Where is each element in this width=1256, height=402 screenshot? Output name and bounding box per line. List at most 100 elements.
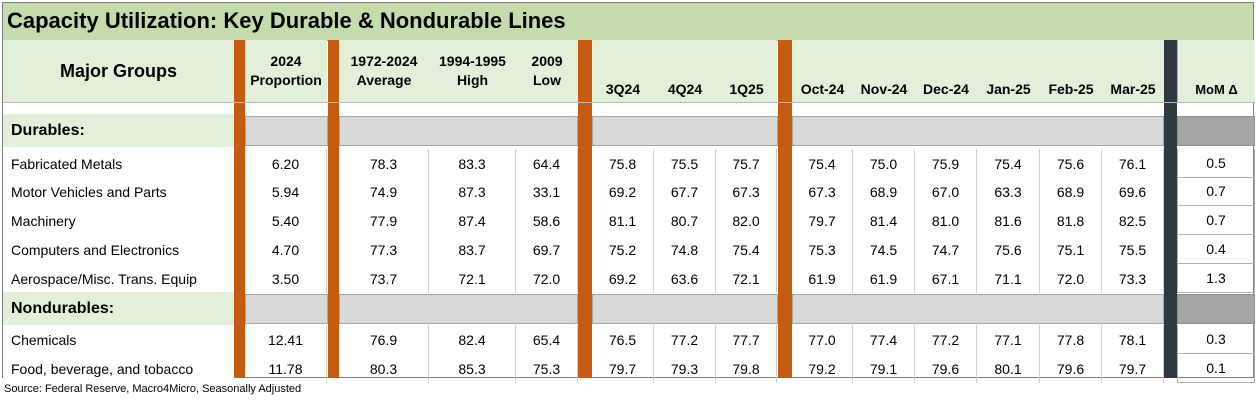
header-col-6: 1Q25 (716, 40, 777, 102)
table-cell: 79.6 (915, 354, 977, 383)
header-col-3: 2009 Low (516, 40, 578, 102)
table-cell: 75.4 (792, 149, 853, 178)
table-cell: 76.5 (592, 325, 654, 354)
table-cell: 72.0 (516, 264, 578, 293)
table-cell: 81.0 (915, 206, 977, 235)
section-band-mom-1 (1177, 294, 1255, 324)
table-cell: 77.2 (915, 325, 977, 354)
table-cell: 71.1 (977, 264, 1040, 293)
table-cell: 69.2 (592, 264, 654, 293)
table-cell: 72.1 (429, 264, 516, 293)
capacity-utilization-table: Capacity Utilization: Key Durable & Nond… (2, 2, 1255, 383)
source-note: Source: Federal Reserve, Macro4Micro, Se… (4, 383, 302, 395)
table-cell: 61.9 (853, 264, 915, 293)
table-cell: 76.1 (1102, 149, 1164, 178)
table-cell: 81.1 (592, 206, 654, 235)
column-separator-1 (328, 40, 339, 378)
table-cell: 74.9 (339, 177, 429, 206)
table-cell: 80.1 (977, 354, 1040, 383)
table-cell: 69.7 (516, 235, 578, 264)
table-cell: 77.3 (339, 235, 429, 264)
table-cell: 75.4 (716, 235, 777, 264)
table-cell: 0.7 (1177, 206, 1255, 235)
table-cell: 87.3 (429, 177, 516, 206)
table-cell: 61.9 (792, 264, 853, 293)
header-col-10: Jan-25 (977, 40, 1040, 102)
header-col-11: Feb-25 (1040, 40, 1102, 102)
section-band-1-1 (339, 294, 578, 324)
section-band-1-0 (245, 294, 328, 324)
section-label-durables: Durables: (3, 114, 234, 147)
table-cell: 75.8 (592, 149, 654, 178)
table-cell: 79.2 (792, 354, 853, 383)
table-cell: 74.7 (915, 235, 977, 264)
table-cell: 65.4 (516, 325, 578, 354)
header-col-0-line2: Proportion (250, 72, 322, 88)
table-cell: 67.3 (792, 177, 853, 206)
header-col-2: 1994-1995 High (429, 40, 516, 102)
header-col-4: 3Q24 (592, 40, 654, 102)
table-cell: 80.3 (339, 354, 429, 383)
table-cell: 75.2 (592, 235, 654, 264)
section-band-1-2 (592, 294, 778, 324)
row-label: Machinery (3, 206, 234, 235)
table-cell: 1.3 (1177, 264, 1255, 293)
table-cell: 74.8 (654, 235, 716, 264)
section-band-mom-0 (1177, 116, 1255, 146)
table-cell: 79.3 (654, 354, 716, 383)
table-cell: 87.4 (429, 206, 516, 235)
table-cell: 3.50 (245, 264, 327, 293)
header-col-7: Oct-24 (792, 40, 853, 102)
column-separator-0 (234, 40, 245, 378)
column-separator-2 (578, 40, 592, 378)
row-label: Aerospace/Misc. Trans. Equip (3, 264, 234, 293)
table-cell: 77.1 (977, 325, 1040, 354)
table-title: Capacity Utilization: Key Durable & Nond… (7, 8, 566, 33)
section-label-nondurables: Nondurables: (3, 292, 234, 325)
section-band-0-2 (592, 116, 778, 146)
table-cell: 69.6 (1102, 177, 1164, 206)
table-cell: 68.9 (853, 177, 915, 206)
header-col-5: 4Q24 (654, 40, 716, 102)
table-cell: 75.6 (1040, 149, 1102, 178)
header-col-0-line1: 2024 (270, 53, 302, 69)
table-cell: 76.9 (339, 325, 429, 354)
table-cell: 78.1 (1102, 325, 1164, 354)
table-cell: 81.8 (1040, 206, 1102, 235)
table-cell: 79.7 (792, 206, 853, 235)
table-cell: 82.0 (716, 206, 777, 235)
column-separator-3 (778, 40, 792, 378)
table-cell: 74.5 (853, 235, 915, 264)
table-cell: 0.3 (1177, 325, 1255, 354)
table-cell: 67.1 (915, 264, 977, 293)
table-cell: 80.7 (654, 206, 716, 235)
table-cell: 83.3 (429, 149, 516, 178)
table-cell: 67.7 (654, 177, 716, 206)
header-col-2-line1: 1994-1995 (439, 53, 506, 69)
table-cell: 78.3 (339, 149, 429, 178)
table-cell: 77.2 (654, 325, 716, 354)
table-cell: 0.5 (1177, 149, 1255, 178)
table-cell: 81.6 (977, 206, 1040, 235)
table-cell: 33.1 (516, 177, 578, 206)
header-major-groups: Major Groups (3, 40, 234, 102)
header-col-1: 1972-2024 Average (339, 40, 429, 102)
header-rule (3, 102, 1255, 103)
row-label: Motor Vehicles and Parts (3, 177, 234, 206)
table-cell: 81.4 (853, 206, 915, 235)
table-cell: 0.7 (1177, 177, 1255, 206)
table-cell: 79.8 (716, 354, 777, 383)
section-band-0-3 (792, 116, 1164, 146)
table-cell: 68.9 (1040, 177, 1102, 206)
table-cell: 79.7 (1102, 354, 1164, 383)
table-cell: 4.70 (245, 235, 327, 264)
table-cell: 77.8 (1040, 325, 1102, 354)
section-band-1-3 (792, 294, 1164, 324)
header-col-3-line2: Low (533, 72, 561, 88)
table-cell: 72.0 (1040, 264, 1102, 293)
table-cell: 72.1 (716, 264, 777, 293)
table-cell: 82.5 (1102, 206, 1164, 235)
table-cell: 79.7 (592, 354, 654, 383)
table-cell: 75.3 (792, 235, 853, 264)
header-col-8: Nov-24 (853, 40, 915, 102)
